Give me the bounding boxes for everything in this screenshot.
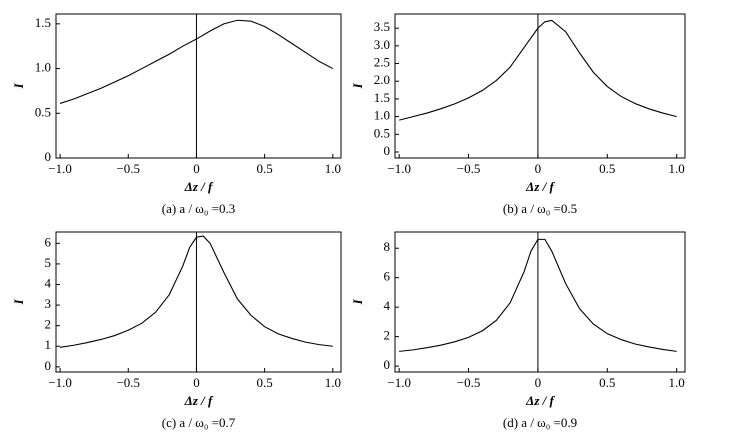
- curve: [60, 235, 333, 348]
- plot-frame: [394, 231, 686, 373]
- x-tick-label: −1.0: [387, 161, 411, 176]
- plot-frame: [394, 13, 686, 159]
- x-tick-label: −1.0: [387, 375, 411, 390]
- y-tick-label: 0.5: [35, 104, 51, 119]
- x-tick-label: −1.0: [48, 161, 72, 176]
- plot-frame: [55, 231, 342, 373]
- x-tick-label: 1.0: [669, 161, 685, 176]
- curve: [59, 19, 334, 104]
- plot-frame: [55, 13, 342, 159]
- y-tick-label: 6: [384, 269, 391, 284]
- y-tick-label: 0: [384, 357, 391, 372]
- y-tick-label: 5: [45, 255, 52, 270]
- y-tick-label: 1.5: [35, 15, 51, 30]
- x-tick-label: 0: [535, 375, 542, 390]
- y-tick-label: 8: [384, 239, 391, 254]
- y-tick-label: 4: [45, 275, 52, 290]
- y-tick-label: 3: [45, 296, 52, 311]
- x-tick-label: −0.5: [116, 161, 140, 176]
- y-tick-label: 4: [384, 298, 391, 313]
- x-tick-label: −0.5: [457, 375, 481, 390]
- x-tick-label: −0.5: [116, 375, 140, 390]
- curve: [399, 19, 677, 121]
- x-tick-label: 0: [193, 161, 200, 176]
- y-tick-label: 2.0: [374, 72, 390, 87]
- x-tick-label: −0.5: [457, 161, 481, 176]
- y-tick-label: 1: [45, 337, 52, 352]
- x-tick-label: 0: [535, 161, 542, 176]
- x-axis-label: Δz / f: [184, 393, 214, 408]
- y-tick-label: 1.5: [374, 90, 390, 105]
- caption: (b) a / ω₀ =0.5: [503, 201, 577, 216]
- x-tick-label: 1.0: [669, 375, 685, 390]
- y-tick-label: 6: [45, 234, 52, 249]
- y-axis-label: I: [350, 299, 365, 306]
- y-tick-label: 3.0: [374, 37, 390, 52]
- y-tick-label: 1.0: [35, 60, 51, 75]
- caption: (a) a / ω₀ =0.3: [162, 201, 235, 216]
- y-axis-label: I: [11, 83, 26, 90]
- caption: (c) a / ω₀ =0.7: [162, 415, 236, 430]
- x-tick-label: 1.0: [325, 375, 341, 390]
- x-tick-label: 0.5: [599, 161, 615, 176]
- y-tick-label: 2: [45, 317, 52, 332]
- x-tick-label: 1.0: [325, 161, 341, 176]
- x-tick-label: 0.5: [257, 161, 273, 176]
- x-tick-label: −1.0: [48, 375, 72, 390]
- x-axis-label: Δz / f: [525, 179, 555, 194]
- x-axis-label: Δz / f: [184, 179, 214, 194]
- y-tick-label: 2: [384, 328, 391, 343]
- y-axis-label: I: [350, 83, 365, 90]
- y-tick-label: 0: [45, 149, 52, 164]
- x-axis-label: Δz / f: [525, 393, 555, 408]
- y-tick-label: 3.5: [374, 19, 390, 34]
- y-tick-label: 2.5: [374, 55, 390, 70]
- curve: [399, 238, 677, 352]
- y-tick-label: 1.0: [374, 108, 390, 123]
- y-axis-label: I: [11, 299, 26, 306]
- caption: (d) a / ω₀ =0.9: [503, 415, 577, 430]
- y-tick-label: 0: [45, 358, 52, 373]
- y-tick-label: 0: [384, 143, 391, 158]
- x-tick-label: 0.5: [257, 375, 273, 390]
- x-tick-label: 0: [193, 375, 200, 390]
- y-tick-label: 0.5: [374, 125, 390, 140]
- x-tick-label: 0.5: [599, 375, 615, 390]
